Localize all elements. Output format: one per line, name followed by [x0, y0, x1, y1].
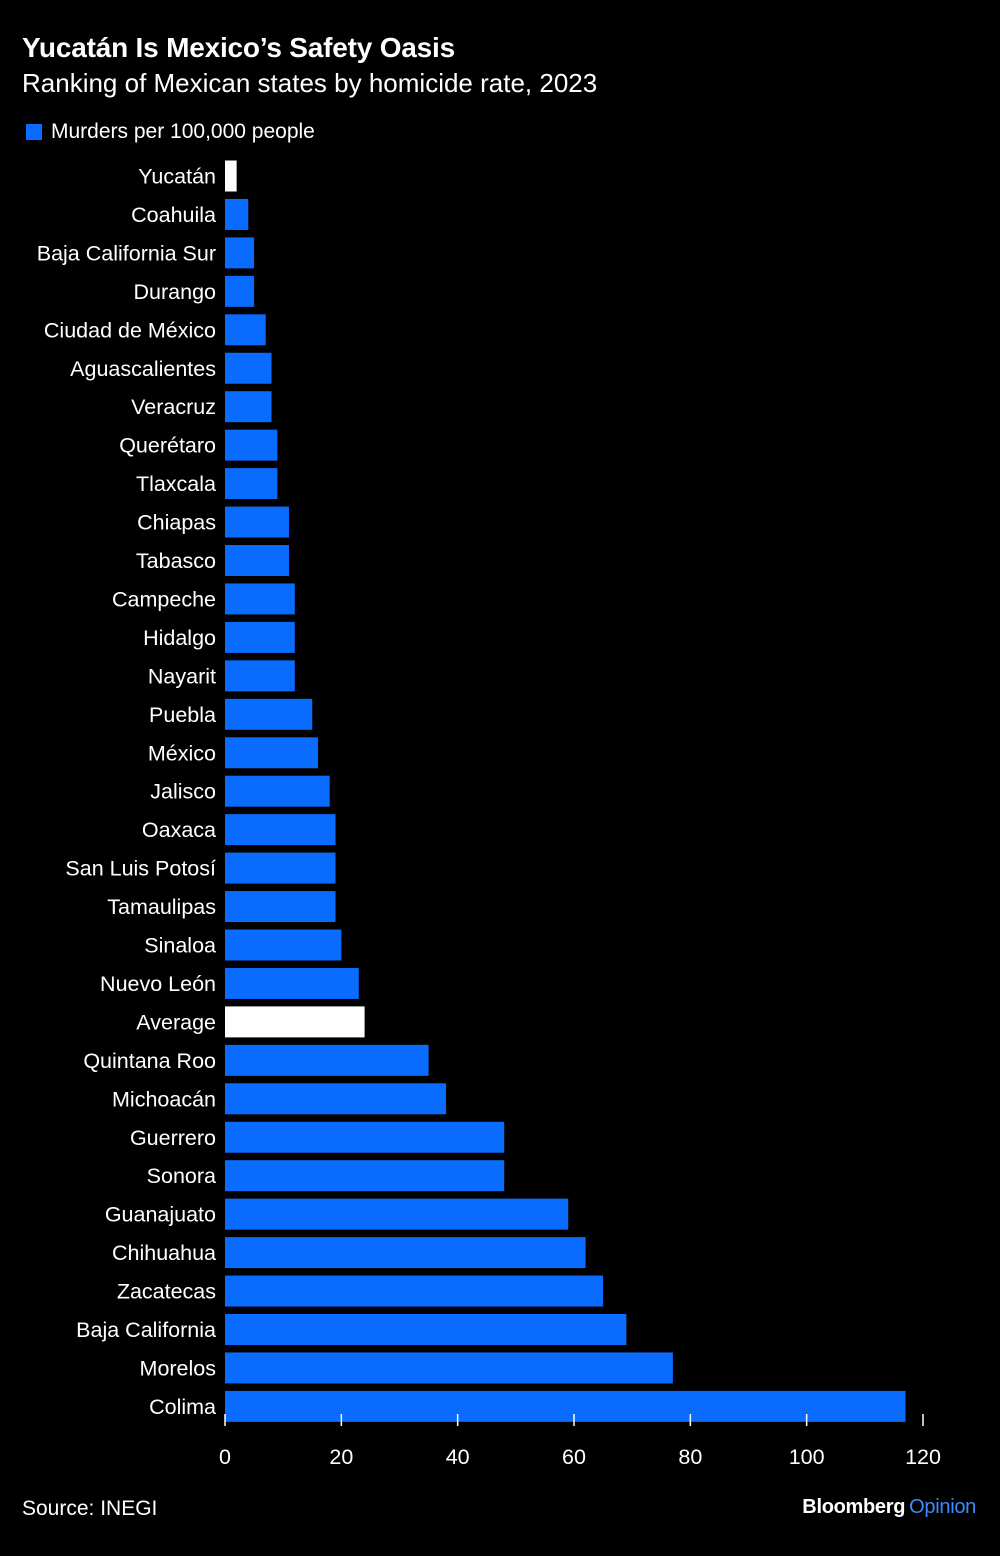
category-label: Guerrero [130, 1126, 216, 1150]
bar-coahuila [225, 198, 249, 230]
category-label: Querétaro [119, 434, 216, 458]
bar-sinaloa [225, 929, 342, 961]
x-tick-label: 60 [562, 1445, 586, 1469]
category-label: Coahuila [131, 203, 216, 227]
bar-colima [225, 1390, 906, 1422]
bar-average [225, 1006, 365, 1038]
category-label: Baja California [76, 1318, 216, 1342]
category-label: Chihuahua [112, 1241, 216, 1265]
bar-tlaxcala [225, 468, 278, 500]
bar-baja-california [225, 1314, 627, 1345]
bar-puebla [225, 698, 313, 730]
x-tick-label: 40 [446, 1445, 470, 1469]
bar-m-xico [225, 737, 319, 769]
bar-san-luis-potos- [225, 852, 336, 884]
brand-logo: Bloomberg Opinion [802, 1496, 976, 1519]
category-label: Chiapas [137, 511, 216, 535]
category-label: Sonora [147, 1164, 216, 1188]
x-tick-label: 100 [789, 1445, 825, 1469]
category-label: Campeche [112, 587, 216, 611]
category-label: San Luis Potosí [65, 857, 216, 881]
bar-campeche [225, 583, 295, 615]
legend: Murders per 100,000 people [26, 120, 315, 144]
bar-nayarit [225, 660, 295, 692]
category-label: Nuevo León [100, 972, 216, 996]
bar-baja-california-sur [225, 237, 255, 269]
category-label: Ciudad de México [44, 318, 216, 342]
bar-aguascalientes [225, 352, 272, 384]
bar-morelos [225, 1352, 673, 1384]
bar-quintana-roo [225, 1044, 429, 1076]
bar-guanajuato [225, 1198, 569, 1230]
category-label: Colima [149, 1395, 216, 1419]
category-label: México [148, 741, 216, 765]
category-label: Jalisco [150, 780, 216, 804]
category-label: Oaxaca [142, 818, 216, 842]
category-label: Quintana Roo [83, 1049, 216, 1073]
category-label: Sinaloa [144, 934, 216, 958]
bar-michoac-n [225, 1083, 447, 1115]
bar-durango [225, 275, 255, 307]
legend-swatch [26, 124, 42, 140]
bar-hidalgo [225, 621, 295, 653]
category-label: Average [136, 1010, 216, 1034]
bar-yucat-n [225, 160, 237, 192]
bar-tabasco [225, 545, 289, 576]
bar-quer-taro [225, 429, 278, 461]
x-tick-label: 0 [219, 1445, 231, 1469]
bar-nuevo-le-n [225, 967, 359, 999]
category-label: Aguascalientes [70, 357, 216, 381]
bar-chihuahua [225, 1237, 586, 1269]
category-label: Yucatán [138, 165, 216, 189]
x-tick-label: 20 [329, 1445, 353, 1469]
chart-title: Yucatán Is Mexico’s Safety Oasis [22, 32, 456, 63]
category-label: Tlaxcala [136, 472, 216, 496]
category-label: Morelos [140, 1356, 216, 1380]
bar-oaxaca [225, 814, 336, 846]
category-label: Tamaulipas [107, 895, 216, 919]
category-label: Veracruz [131, 395, 216, 419]
source-note: Source: INEGI [22, 1497, 158, 1520]
brand-name: Bloomberg [802, 1496, 906, 1518]
category-label: Tabasco [136, 549, 216, 573]
category-label: Durango [134, 280, 217, 304]
bar-chiapas [225, 506, 289, 538]
category-label: Baja California Sur [37, 241, 216, 265]
brand-suffix: Opinion [909, 1496, 976, 1518]
bar-veracruz [225, 391, 272, 423]
bar-guerrero [225, 1121, 505, 1153]
category-label: Guanajuato [105, 1203, 216, 1227]
bar-zacatecas [225, 1275, 604, 1307]
x-tick-label: 80 [678, 1445, 702, 1469]
bar-ciudad-de-m-xico [225, 314, 266, 346]
category-label: Puebla [149, 703, 216, 727]
legend-label: Murders per 100,000 people [51, 120, 315, 143]
category-label: Hidalgo [143, 626, 216, 650]
bar-jalisco [225, 775, 330, 807]
bar-tamaulipas [225, 891, 336, 923]
category-label: Zacatecas [117, 1280, 216, 1304]
category-label: Michoacán [112, 1087, 216, 1111]
bar-sonora [225, 1160, 505, 1192]
chart-subtitle: Ranking of Mexican states by homicide ra… [22, 68, 598, 98]
x-tick-label: 120 [905, 1445, 941, 1469]
category-label: Nayarit [148, 664, 216, 688]
